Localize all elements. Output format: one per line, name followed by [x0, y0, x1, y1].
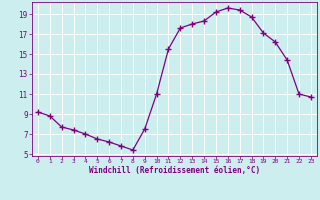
- X-axis label: Windchill (Refroidissement éolien,°C): Windchill (Refroidissement éolien,°C): [89, 166, 260, 175]
